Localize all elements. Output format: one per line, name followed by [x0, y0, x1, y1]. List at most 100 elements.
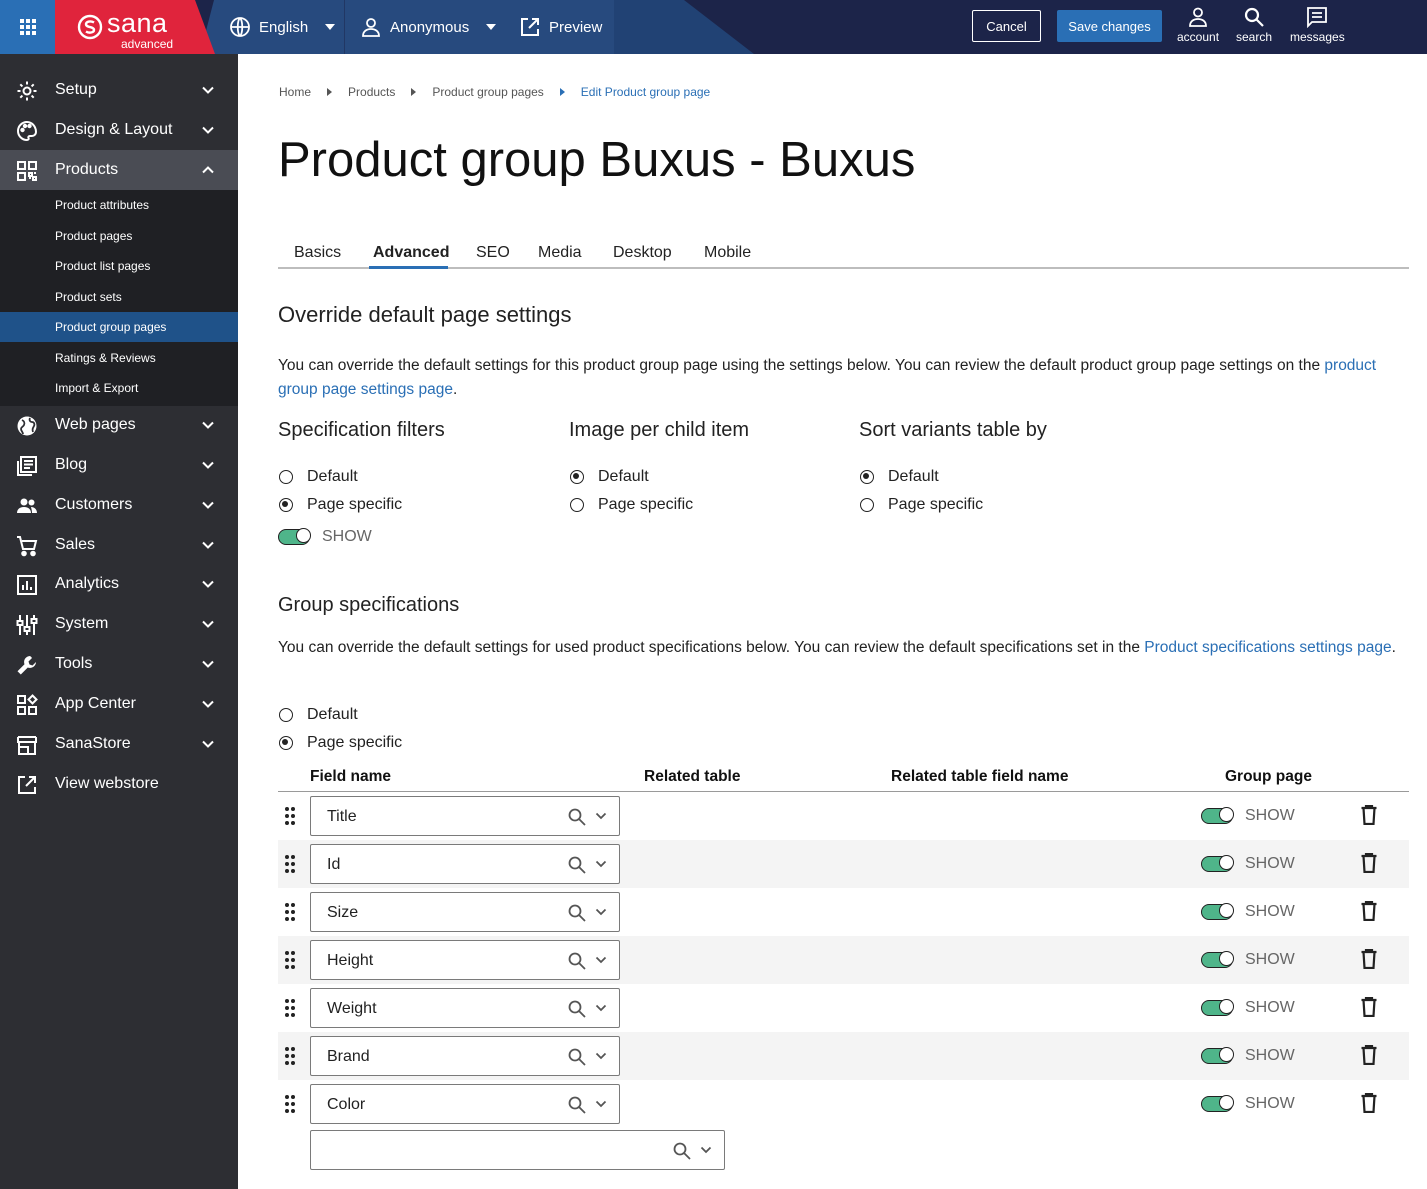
search-icon — [1244, 7, 1264, 27]
sidebar-item-sanastore[interactable]: SanaStore — [0, 724, 238, 764]
submenu-item-ratings-reviews[interactable]: Ratings & Reviews — [55, 351, 156, 365]
field-value: Height — [327, 952, 374, 969]
sidebar-item-sales[interactable]: Sales — [0, 525, 238, 565]
drag-handle-icon[interactable] — [284, 854, 296, 874]
field-name-select[interactable]: Height — [310, 940, 620, 980]
sidebar-item-web-pages[interactable]: Web pages — [0, 405, 238, 445]
sidebar-item-analytics[interactable]: Analytics — [0, 564, 238, 604]
sort-variants-default-radio[interactable]: Default — [860, 468, 939, 486]
trash-icon[interactable] — [1361, 901, 1377, 921]
field-name-select[interactable]: Brand — [310, 1036, 620, 1076]
trash-icon[interactable] — [1361, 949, 1377, 969]
drag-handle-icon[interactable] — [284, 998, 296, 1018]
group-page-show-toggle[interactable]: SHOW — [1201, 855, 1295, 873]
logo-wordmark: sana — [107, 8, 168, 38]
field-name-select[interactable]: Title — [310, 796, 620, 836]
tab-advanced[interactable]: Advanced — [373, 244, 450, 261]
chevron-down-icon — [202, 501, 214, 509]
app-grid-button[interactable] — [0, 0, 55, 54]
group-specs-page-specific-radio[interactable]: Page specific — [279, 734, 402, 752]
add-specification-input[interactable] — [310, 1130, 725, 1170]
sidebar-item-tools[interactable]: Tools — [0, 644, 238, 684]
language-selector[interactable]: English — [229, 0, 336, 54]
submenu-item-product-sets[interactable]: Product sets — [55, 290, 122, 304]
sidebar-item-products[interactable]: Products — [0, 150, 238, 190]
sidebar-item-system[interactable]: System — [0, 604, 238, 644]
trash-icon[interactable] — [1361, 805, 1377, 825]
tab-bar: Basics Advanced SEO Media Desktop Mobile — [278, 242, 1409, 269]
submenu-item-import-export[interactable]: Import & Export — [55, 381, 139, 395]
search-button[interactable]: search — [1236, 6, 1272, 44]
search-icon — [568, 808, 586, 826]
sidebar-item-label: Analytics — [55, 575, 120, 592]
group-page-show-toggle[interactable]: SHOW — [1201, 1047, 1295, 1065]
trash-icon[interactable] — [1361, 997, 1377, 1017]
image-per-child-title: Image per child item — [569, 419, 750, 441]
toggle-switch — [1201, 1047, 1234, 1064]
field-name-select[interactable]: Color — [310, 1084, 620, 1124]
sidebar-item-design-layout[interactable]: Design & Layout — [0, 110, 238, 150]
product-specs-settings-link[interactable]: Product specifications settings — [1144, 639, 1353, 656]
chevron-down-icon — [595, 812, 607, 820]
chevron-down-icon — [202, 700, 214, 708]
drag-handle-icon[interactable] — [284, 950, 296, 970]
trash-icon[interactable] — [1361, 853, 1377, 873]
tab-desktop[interactable]: Desktop — [613, 244, 672, 261]
column-group-page: Group page — [1225, 768, 1312, 785]
cancel-button[interactable]: Cancel — [972, 10, 1041, 42]
tab-basics[interactable]: Basics — [294, 244, 342, 261]
tab-mobile[interactable]: Mobile — [704, 244, 752, 261]
settings-page-link[interactable]: product group page settings page — [278, 357, 1377, 398]
field-value: Size — [327, 904, 359, 921]
override-description: You can override the default settings fo… — [278, 357, 1377, 398]
sidebar-item-app-center[interactable]: App Center — [0, 684, 238, 724]
save-changes-button[interactable]: Save changes — [1057, 10, 1162, 42]
drag-handle-icon[interactable] — [284, 1046, 296, 1066]
sort-variants-page-specific-radio[interactable]: Page specific — [860, 496, 983, 514]
account-icon — [1189, 7, 1207, 27]
account-button[interactable]: account — [1177, 6, 1219, 44]
tab-seo[interactable]: SEO — [476, 244, 510, 261]
group-specs-default-radio[interactable]: Default — [279, 706, 358, 724]
field-name-select[interactable]: Size — [310, 892, 620, 932]
spec-filters-show-toggle[interactable]: SHOW — [278, 528, 372, 546]
sidebar-item-blog[interactable]: Blog — [0, 445, 238, 485]
group-page-show-toggle[interactable]: SHOW — [1201, 999, 1295, 1017]
drag-handle-icon[interactable] — [284, 902, 296, 922]
drag-handle-icon[interactable] — [284, 806, 296, 826]
field-name-select[interactable]: Weight — [310, 988, 620, 1028]
submenu-item-product-list-pages[interactable]: Product list pages — [55, 259, 151, 273]
trash-icon[interactable] — [1361, 1045, 1377, 1065]
tab-media[interactable]: Media — [538, 244, 582, 261]
image-per-child-default-radio[interactable]: Default — [570, 468, 649, 486]
user-selector[interactable]: Anonymous — [360, 0, 497, 54]
submenu-item-product-attributes[interactable]: Product attributes — [55, 198, 150, 212]
toggle-switch — [1201, 999, 1234, 1016]
sidebar-item-label: Sales — [55, 536, 96, 553]
spec-filters-page-specific-radio[interactable]: Page specific — [279, 496, 402, 514]
preview-button[interactable]: Preview — [519, 0, 602, 54]
submenu-item-product-pages[interactable]: Product pages — [55, 229, 133, 243]
sidebar-item-view-webstore[interactable]: View webstore — [0, 764, 238, 804]
sidebar-item-customers[interactable]: Customers — [0, 485, 238, 525]
sana-logo[interactable]: sana advanced — [55, 0, 215, 54]
submenu-item-product-group-pages[interactable]: Product group pages — [0, 312, 238, 342]
spec-filters-default-radio[interactable]: Default — [279, 468, 358, 486]
breadcrumb-home[interactable]: Home — [279, 85, 312, 99]
drag-handle-icon[interactable] — [284, 1094, 296, 1114]
breadcrumb-products[interactable]: Products — [348, 85, 396, 99]
sidebar-item-setup[interactable]: Setup — [0, 70, 238, 110]
globe-icon — [17, 416, 37, 436]
breadcrumb-product-group-pages[interactable]: Product group pages — [432, 85, 544, 99]
group-page-show-toggle[interactable]: SHOW — [1201, 951, 1295, 969]
sidebar-item-label: Web pages — [55, 416, 136, 433]
group-page-show-toggle[interactable]: SHOW — [1201, 807, 1295, 825]
field-name-select[interactable]: Id — [310, 844, 620, 884]
column-related-table: Related table — [644, 768, 741, 785]
group-page-show-toggle[interactable]: SHOW — [1201, 903, 1295, 921]
group-page-show-toggle[interactable]: SHOW — [1201, 1095, 1295, 1113]
image-per-child-page-specific-radio[interactable]: Page specific — [570, 496, 693, 514]
messages-button[interactable]: messages — [1290, 6, 1345, 44]
trash-icon[interactable] — [1361, 1093, 1377, 1113]
product-specs-settings-link-page[interactable]: page — [1357, 639, 1392, 656]
